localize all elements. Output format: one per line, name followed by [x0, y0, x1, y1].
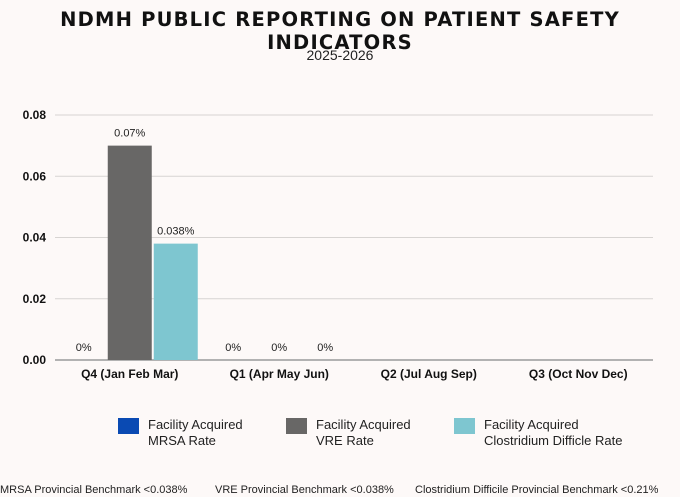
legend-item-mrsa: Facility Acquired MRSA Rate — [118, 417, 243, 449]
legend-item-vre: Facility Acquired VRE Rate — [286, 417, 411, 449]
footer-cdiff-benchmark: Clostridium Difficile Provincial Benchma… — [415, 484, 659, 496]
data-label-mrsa: 0% — [76, 342, 92, 354]
legend-label-mrsa: Facility Acquired MRSA Rate — [148, 417, 243, 448]
y-tick-label: 0.04 — [23, 231, 47, 245]
chart-title: NDMH PUBLIC REPORTING ON PATIENT SAFETY … — [60, 8, 620, 54]
legend-swatch-mrsa — [118, 418, 139, 434]
data-label-vre: 0% — [271, 342, 287, 354]
x-tick-label: Q2 (Jul Aug Sep) — [381, 367, 477, 381]
bar-cdiff — [153, 243, 198, 360]
bar-chart: 0.00 0.02 0.04 0.06 0.08 Q4 (Jan Feb Mar) 0% 0.… — [23, 108, 653, 381]
legend-label-vre: Facility Acquired VRE Rate — [316, 417, 411, 448]
y-tick-label: 0.08 — [23, 108, 47, 122]
data-label-mrsa: 0% — [225, 342, 241, 354]
x-tick-label: Q4 (Jan Feb Mar) — [81, 367, 178, 381]
data-label-cdiff: 0% — [317, 342, 333, 354]
x-tick-label: Q1 (Apr May Jun) — [230, 367, 329, 381]
data-label-vre: 0.07% — [114, 128, 145, 140]
y-tick-label: 0.06 — [23, 169, 47, 183]
x-tick-label: Q3 (Oct Nov Dec) — [529, 367, 628, 381]
legend-swatch-cdiff — [454, 418, 475, 434]
chart-subtitle: 2025-2026 — [306, 47, 374, 63]
footer-mrsa-benchmark: MRSA Provincial Benchmark <0.038% — [0, 484, 188, 496]
data-label-cdiff: 0.038% — [157, 226, 195, 238]
y-tick-label: 0.02 — [23, 292, 47, 306]
footer-vre-benchmark: VRE Provincial Benchmark <0.038% — [215, 484, 394, 496]
bar-vre — [107, 145, 152, 360]
y-tick-label: 0.00 — [23, 353, 47, 367]
legend-label-cdiff: Facility Acquired Clostridium Difficle R… — [484, 417, 623, 448]
legend-item-cdiff: Facility Acquired Clostridium Difficle R… — [454, 417, 622, 449]
legend-swatch-vre — [286, 418, 307, 434]
